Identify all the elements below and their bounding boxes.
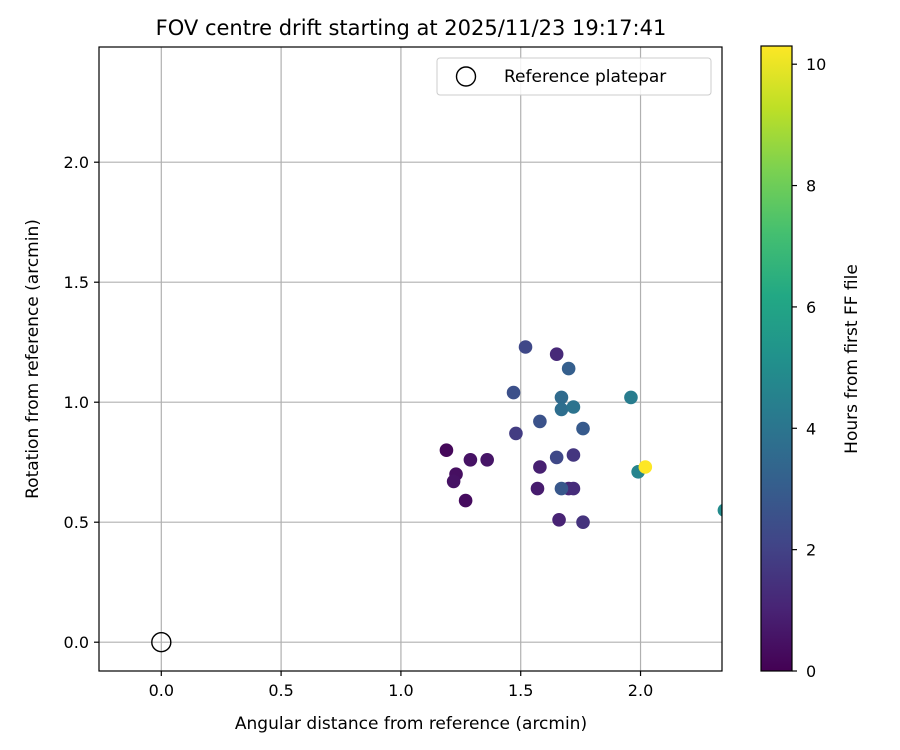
data-point [566,481,581,496]
colorbar-gradient [761,46,792,671]
data-point [624,390,638,405]
data-point [554,390,569,405]
legend-label: Reference platepar [504,67,666,87]
data-point [533,414,547,429]
grid [99,47,722,671]
data-point [439,443,454,458]
data-point [638,460,653,474]
colorbar-tick-label: 2 [806,541,816,560]
data-point [576,421,590,436]
data-point [566,448,581,462]
legend-box [436,57,712,96]
data-point [506,385,521,400]
y-tick-label: 0.0 [64,633,89,652]
y-axis-ticks: 0.0 0.5 1.0 1.5 2.0 [64,153,99,652]
colorbar-tick-label: 8 [806,177,816,196]
y-axis-label: Rotation from reference (arcmin) [23,219,43,499]
data-point [463,453,478,467]
chart-title: FOV centre drift starting at 2025/11/23 … [156,16,667,40]
reference-marker-layer [151,632,172,653]
plot-frame [98,46,723,672]
data-point [566,400,581,414]
data-points [439,340,722,529]
data-point [518,340,533,354]
x-axis-label: Angular distance from reference (arcmin) [235,714,587,734]
y-tick-label: 1.5 [64,273,89,292]
data-point [554,402,569,417]
data-point [717,503,722,517]
data-point [533,460,547,474]
data-point [549,347,564,362]
data-point [446,474,461,489]
plot-area [99,47,722,671]
colorbar: 0 2 4 6 8 10 Hours from first FF file [760,45,862,681]
x-tick-label: 2.0 [628,681,653,700]
data-point [530,481,545,496]
colorbar-label: Hours from first FF file [842,264,862,454]
x-tick-label: 1.5 [508,681,533,700]
data-point [549,450,564,465]
colorbar-tick-label: 4 [806,419,816,438]
x-tick-label: 1.0 [388,681,413,700]
data-point [576,515,590,529]
data-point [561,361,576,376]
colorbar-frame [760,45,793,672]
data-point [458,493,473,508]
x-tick-label: 0.5 [268,681,293,700]
data-point [552,513,566,527]
legend: Reference platepar [436,57,712,96]
y-tick-label: 2.0 [64,153,89,172]
reference-point-marker [151,632,172,653]
y-tick-label: 0.5 [64,513,89,532]
data-point [509,426,523,441]
colorbar-ticks: 0 2 4 6 8 10 [792,55,826,681]
data-point [480,453,494,467]
data-point [554,481,569,496]
colorbar-tick-label: 6 [806,298,816,317]
x-tick-label: 0.0 [149,681,174,700]
colorbar-tick-label: 0 [806,662,816,681]
legend-marker-icon [455,66,477,87]
y-tick-label: 1.0 [64,393,89,412]
colorbar-tick-label: 10 [806,55,826,74]
x-axis-ticks: 0.0 0.5 1.0 1.5 2.0 [149,671,653,700]
